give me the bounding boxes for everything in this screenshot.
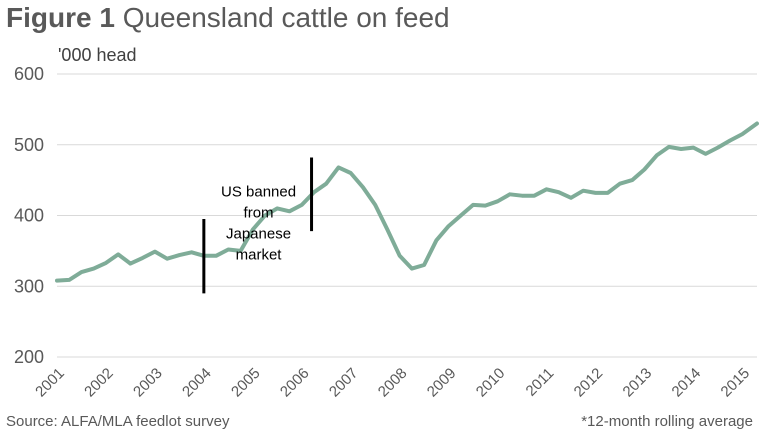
x-tick-label: 2007: [326, 365, 362, 401]
event-annotation-text: US banned: [221, 183, 296, 200]
x-tick-label: 2008: [375, 365, 411, 401]
event-annotation-text: from: [244, 204, 274, 221]
x-tick-label: 2014: [669, 365, 705, 401]
y-tick-label: 600: [14, 64, 44, 84]
x-tick-label: 2006: [277, 365, 313, 401]
x-tick-label: 2009: [424, 365, 460, 401]
figure-label: Figure 1: [6, 2, 115, 33]
x-tick-label: 2015: [718, 365, 754, 401]
x-axis-ticks: 2001 2002 2003 2004 2005 2006 2007 2008 2009 2010…: [32, 365, 753, 401]
title-text: Queensland cattle on feed: [122, 2, 450, 33]
gridlines: [57, 73, 757, 358]
event-annotation-text: market: [236, 246, 283, 263]
series-line-0: [55, 121, 759, 283]
y-tick-label: 200: [14, 347, 44, 367]
chart-title: Figure 1 Queensland cattle on feed: [6, 2, 450, 34]
x-tick-label: 2011: [523, 365, 558, 400]
x-tick-label: 2010: [473, 365, 509, 401]
y-tick-label: 500: [14, 135, 44, 155]
x-tick-label: 2012: [571, 365, 607, 401]
y-tick-label: 300: [14, 276, 44, 296]
x-tick-label: 2005: [228, 365, 264, 401]
x-tick-label: 2001: [32, 365, 68, 401]
x-tick-label: 2013: [620, 365, 656, 401]
event-annotation-text: Japanese: [226, 225, 291, 242]
series-group: [55, 121, 759, 283]
x-tick-label: 2003: [130, 365, 166, 401]
y-axis-ticks: 200 300 400 500 600: [14, 64, 44, 367]
source-note: Source: ALFA/MLA feedlot survey: [6, 413, 230, 430]
x-tick-label: 2002: [81, 365, 117, 401]
y-axis-unit-label: '000 head: [58, 45, 137, 65]
annotations: US banned from Japanese market: [202, 157, 314, 294]
rolling-average-note: *12-month rolling average: [581, 413, 753, 430]
y-tick-label: 400: [14, 206, 44, 226]
x-tick-label: 2004: [179, 365, 215, 401]
